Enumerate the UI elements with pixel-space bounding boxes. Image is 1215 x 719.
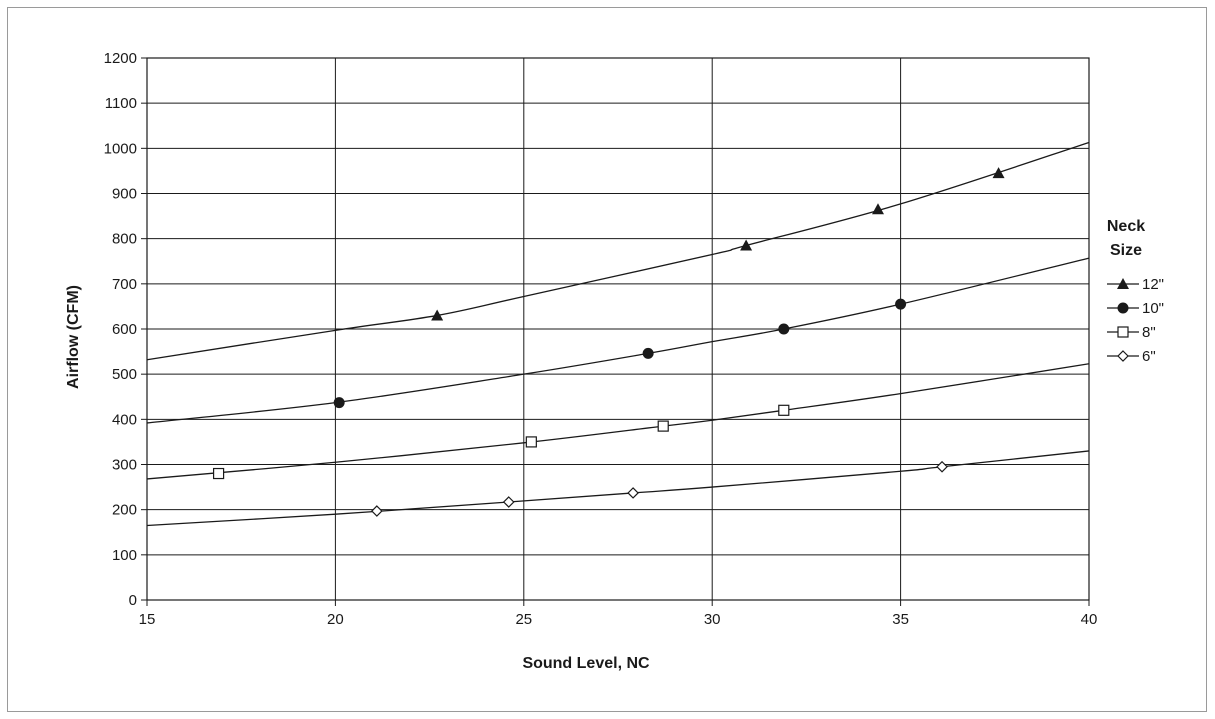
legend-label-6in: 6" [1142,348,1156,365]
data-point-6in-1 [502,496,515,508]
data-point-6in-2 [627,487,639,499]
legend-label-8in: 8" [1142,324,1156,341]
data-point-8in-0 [212,467,225,480]
x-tick-label-30: 30 [704,611,721,628]
y-axis: 0 100 200 300 400 500 600 700 800 900 1000 1100 1200 [104,50,147,609]
chart-frame: 15 20 25 30 35 40 0 100 200 300 400 500 600 700 800 90… [7,7,1207,712]
y-tick-label-1000: 1000 [104,140,137,157]
x-tick-label-40: 40 [1081,611,1098,628]
airflow-chart: 15 20 25 30 35 40 0 100 200 300 400 500 600 700 800 90… [65,50,1164,672]
series-line-8in [146,363,1090,480]
legend-title-line-1: Neck [1107,218,1145,235]
data-point-10in-2 [778,323,790,335]
data-point-6in-0 [370,505,383,517]
x-tick-label-35: 35 [892,611,909,628]
y-tick-label-400: 400 [112,411,137,428]
y-tick-label-100: 100 [112,547,137,564]
legend-title-line-2: Size [1110,242,1142,259]
x-tick-label-25: 25 [515,611,532,628]
y-tick-label-700: 700 [112,276,137,293]
series-markers [212,167,1005,517]
legend-marker-8in [1117,326,1129,338]
legend: Neck Size 12" 10" 8" 6" [1107,218,1164,365]
data-point-6in-3 [936,460,948,473]
y-tick-label-0: 0 [129,592,137,609]
legend-label-10in: 10" [1142,300,1164,317]
data-point-8in-3 [778,404,790,416]
y-tick-label-300: 300 [112,457,137,474]
legend-marker-10in [1117,302,1129,314]
x-axis-title: Sound Level, NC [522,655,650,672]
data-point-12in-3 [992,167,1005,179]
data-point-12in-1 [740,239,753,251]
series-line-12in [146,141,1090,361]
x-axis: 15 20 25 30 35 40 [139,600,1098,628]
x-tick-label-20: 20 [327,611,344,628]
data-point-10in-3 [895,298,907,310]
data-point-12in-2 [871,203,884,215]
y-tick-label-1200: 1200 [104,50,137,67]
data-point-8in-1 [525,436,537,448]
grid-lines [146,57,1090,601]
data-point-12in-0 [431,309,444,321]
x-tick-label-15: 15 [139,611,156,628]
legend-marker-12in [1117,278,1129,289]
y-tick-label-200: 200 [112,502,137,519]
data-point-8in-2 [657,420,669,432]
series-lines [146,141,1090,527]
y-tick-label-500: 500 [112,366,137,383]
series-line-6in [146,450,1090,527]
y-tick-label-600: 600 [112,321,137,338]
data-point-10in-1 [642,347,654,359]
legend-marker-6in [1117,350,1129,362]
data-point-10in-0 [333,397,345,409]
y-tick-label-1100: 1100 [105,95,137,112]
series-line-10in [146,257,1090,424]
legend-label-12in: 12" [1142,276,1164,293]
y-tick-label-800: 800 [112,231,137,248]
y-axis-title: Airflow (CFM) [65,285,82,389]
y-tick-label-900: 900 [112,186,137,203]
